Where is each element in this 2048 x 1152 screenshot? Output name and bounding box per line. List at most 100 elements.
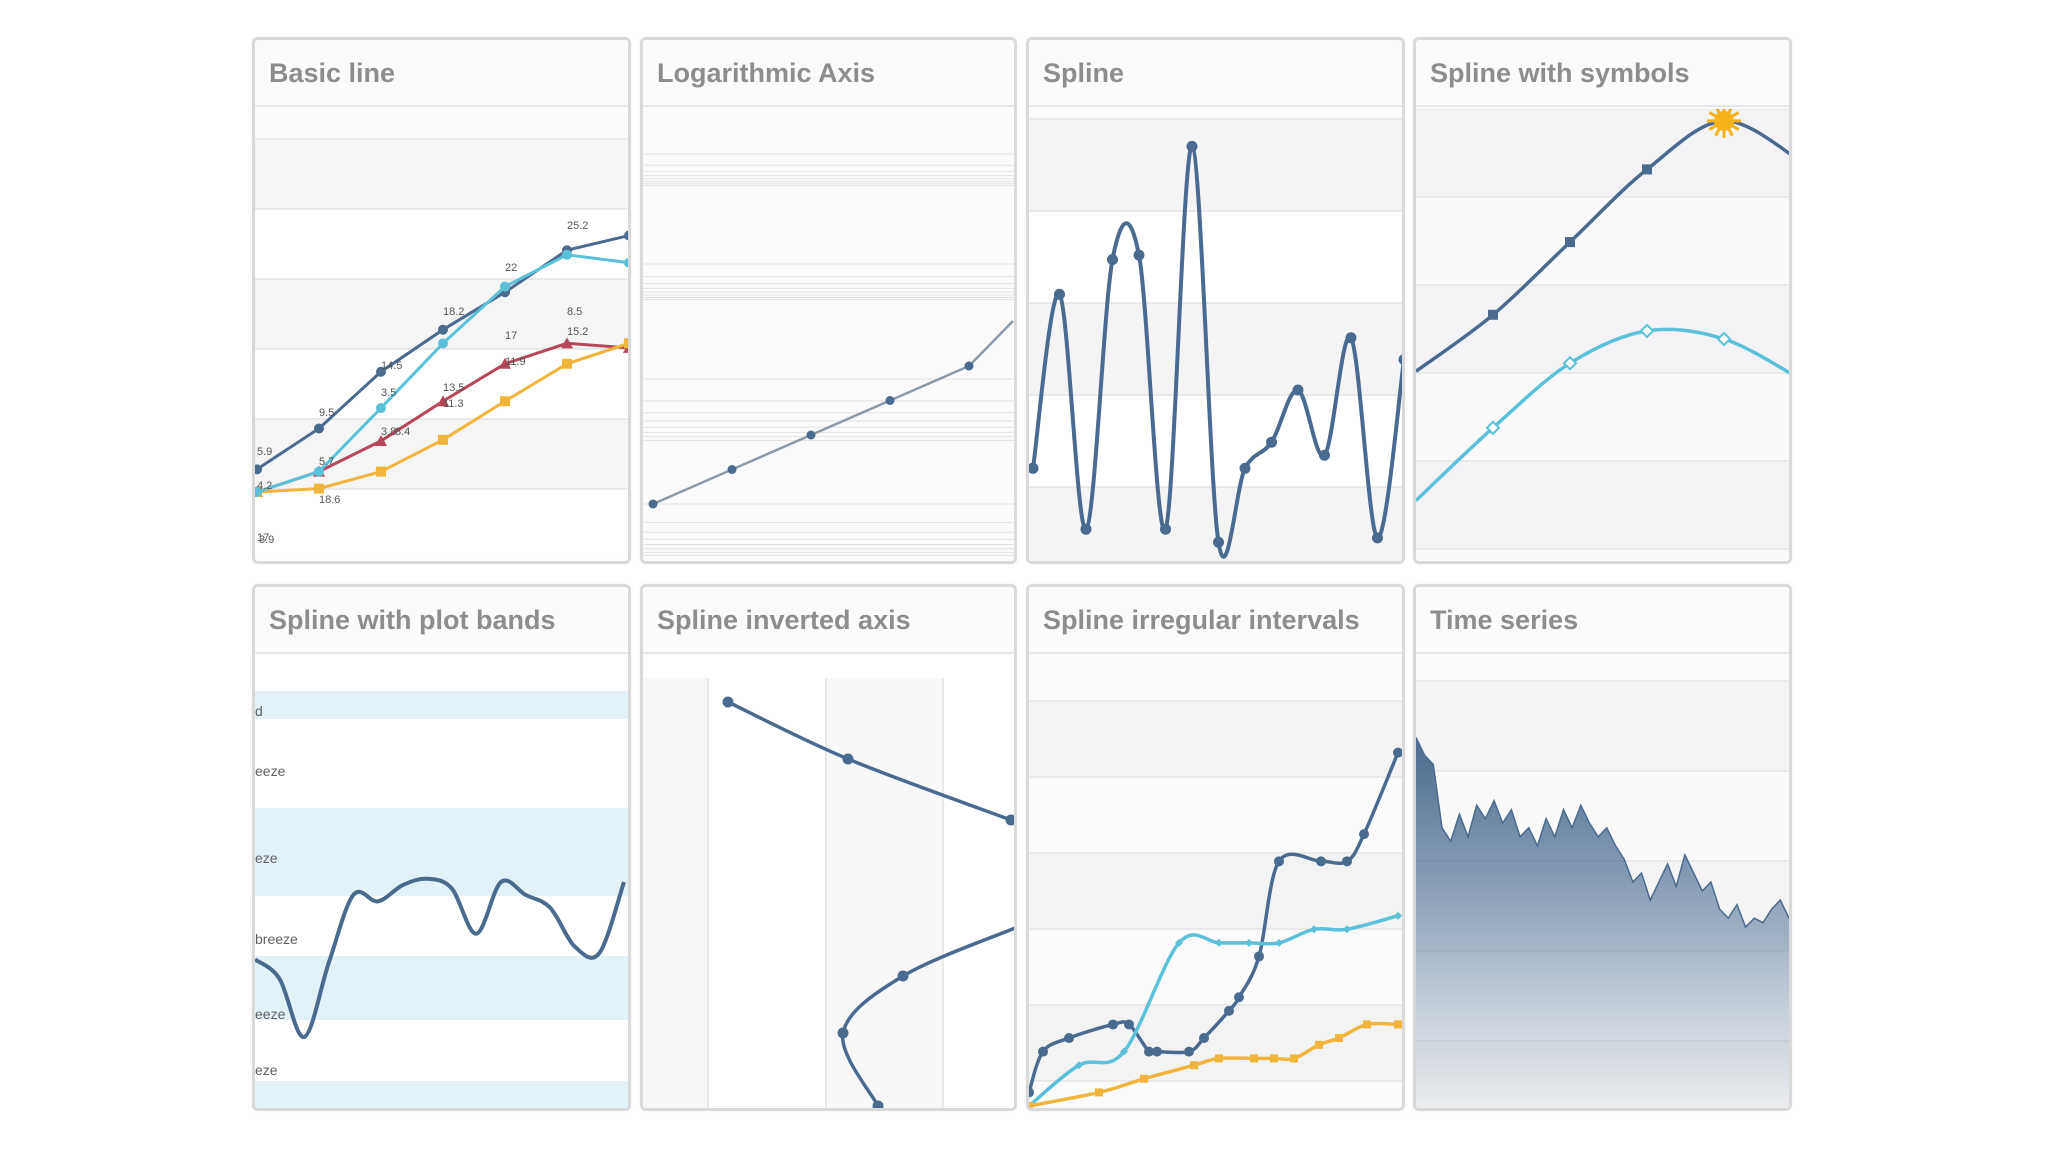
data-point bbox=[1345, 332, 1357, 344]
basic-line-plot: 5.9 9.5 14.5 18.2 22 25.2 4.2 5.7 8.5 13.5 17 18.6 3… bbox=[255, 138, 628, 559]
data-point bbox=[1175, 938, 1183, 947]
data-point bbox=[255, 487, 262, 498]
series-line-0 bbox=[652, 320, 1014, 506]
grid-band bbox=[1029, 853, 1402, 929]
grid-band bbox=[1416, 549, 1789, 561]
data-point bbox=[314, 466, 324, 477]
grid-band bbox=[1029, 701, 1402, 777]
data-point bbox=[1095, 1088, 1103, 1097]
data-point bbox=[500, 281, 510, 292]
band-label: eze bbox=[255, 1062, 278, 1078]
chart-title: Spline bbox=[1029, 40, 1402, 107]
data-point bbox=[1199, 1033, 1209, 1044]
logarithmic-axis-plot bbox=[643, 109, 1014, 561]
spline-plot bbox=[1029, 118, 1402, 561]
data-label: 18.6 bbox=[319, 494, 340, 506]
data-point bbox=[1064, 1033, 1074, 1044]
data-point bbox=[1054, 288, 1065, 300]
data-point bbox=[1029, 462, 1039, 474]
data-label: 3.8 bbox=[381, 426, 396, 438]
data-point bbox=[1186, 140, 1198, 152]
grid-band bbox=[1029, 395, 1402, 487]
series-line-0 bbox=[841, 926, 1014, 1107]
data-label: 11.3 bbox=[443, 398, 464, 410]
data-point bbox=[1144, 1046, 1154, 1057]
chart-card-spline-inverted-axis[interactable]: Spline inverted axis bbox=[640, 584, 1017, 1111]
data-label: 25.2 bbox=[567, 220, 588, 232]
data-point bbox=[1292, 384, 1304, 396]
chart-card-spline[interactable]: Spline bbox=[1026, 37, 1405, 564]
data-point bbox=[1005, 814, 1014, 826]
data-point bbox=[1372, 532, 1383, 544]
data-point bbox=[872, 1100, 884, 1108]
data-point bbox=[1290, 1054, 1298, 1063]
data-point bbox=[1184, 1046, 1194, 1057]
data-point bbox=[1239, 462, 1251, 474]
data-point bbox=[837, 1027, 849, 1039]
data-point bbox=[314, 483, 324, 494]
data-point bbox=[376, 366, 386, 377]
data-point bbox=[562, 358, 572, 369]
grid-band bbox=[255, 489, 628, 559]
data-point bbox=[1029, 1087, 1034, 1098]
data-point bbox=[885, 396, 895, 405]
data-point bbox=[1224, 1005, 1234, 1016]
grid-band bbox=[1029, 211, 1402, 303]
chart-title: Basic line bbox=[255, 40, 628, 107]
chart-card-spline-plot-bands[interactable]: Spline with plot bands d eeze eze breeze eez… bbox=[252, 584, 631, 1111]
data-label: 13.5 bbox=[443, 382, 464, 394]
chart-card-time-series[interactable]: Time series bbox=[1413, 584, 1792, 1111]
series-line-0 bbox=[255, 876, 626, 1039]
spline-plot-bands-plot: d eeze eze breeze eeze eze bbox=[255, 656, 628, 1108]
data-point bbox=[1120, 1047, 1128, 1056]
data-point bbox=[1342, 856, 1352, 867]
data-point bbox=[1565, 237, 1575, 248]
data-point bbox=[438, 324, 448, 335]
sun-marker bbox=[1714, 110, 1734, 131]
data-point bbox=[1254, 951, 1264, 962]
data-point bbox=[1124, 1019, 1134, 1030]
band-label: eeze bbox=[255, 1006, 286, 1022]
data-point bbox=[1215, 1054, 1223, 1063]
data-point bbox=[1213, 536, 1224, 548]
data-point bbox=[499, 357, 511, 369]
plot-band bbox=[255, 1081, 628, 1108]
grid-band bbox=[255, 279, 628, 349]
data-point bbox=[1245, 938, 1253, 947]
data-point bbox=[1215, 938, 1223, 947]
chart-card-spline-irregular-intervals[interactable]: Spline irregular intervals bbox=[1026, 584, 1405, 1111]
data-point bbox=[438, 434, 448, 445]
band-label: d bbox=[255, 703, 263, 719]
data-point bbox=[1152, 1046, 1162, 1057]
data-point bbox=[375, 434, 387, 446]
data-label: 8.4 bbox=[395, 426, 410, 438]
data-point bbox=[1250, 1054, 1258, 1063]
plot-band bbox=[255, 691, 628, 719]
data-point bbox=[376, 403, 386, 414]
spline-irregular-plot bbox=[1029, 700, 1402, 1108]
data-point bbox=[1716, 331, 1732, 347]
data-label: 18.2 bbox=[443, 306, 464, 318]
data-label: 8.5 bbox=[567, 306, 582, 318]
grid-band bbox=[1029, 777, 1402, 853]
data-point bbox=[1075, 1061, 1083, 1070]
spline-symbols-plot bbox=[1416, 109, 1789, 561]
chart-title: Spline with plot bands bbox=[255, 587, 628, 654]
data-point bbox=[1316, 856, 1326, 867]
grid-band bbox=[255, 139, 628, 209]
chart-card-basic-line[interactable]: Basic line 5.9 9.5 14.5 18.2 22 25.2 4.2 5.7 8.5… bbox=[252, 37, 631, 564]
data-point bbox=[964, 361, 974, 371]
data-point bbox=[1234, 992, 1244, 1003]
data-point bbox=[1359, 829, 1369, 840]
grid-band bbox=[643, 678, 708, 1108]
data-point bbox=[1642, 164, 1652, 175]
data-point bbox=[1562, 355, 1578, 371]
data-point bbox=[255, 464, 262, 475]
plot-band bbox=[255, 956, 628, 1020]
chart-card-logarithmic-axis[interactable]: Logarithmic Axis bbox=[640, 37, 1017, 564]
series-line-1 bbox=[1029, 914, 1399, 1108]
data-point bbox=[1310, 925, 1318, 934]
data-label: 17 bbox=[257, 532, 269, 544]
chart-title: Spline with symbols bbox=[1416, 40, 1789, 107]
chart-card-spline-with-symbols[interactable]: Spline with symbols bbox=[1413, 37, 1792, 564]
